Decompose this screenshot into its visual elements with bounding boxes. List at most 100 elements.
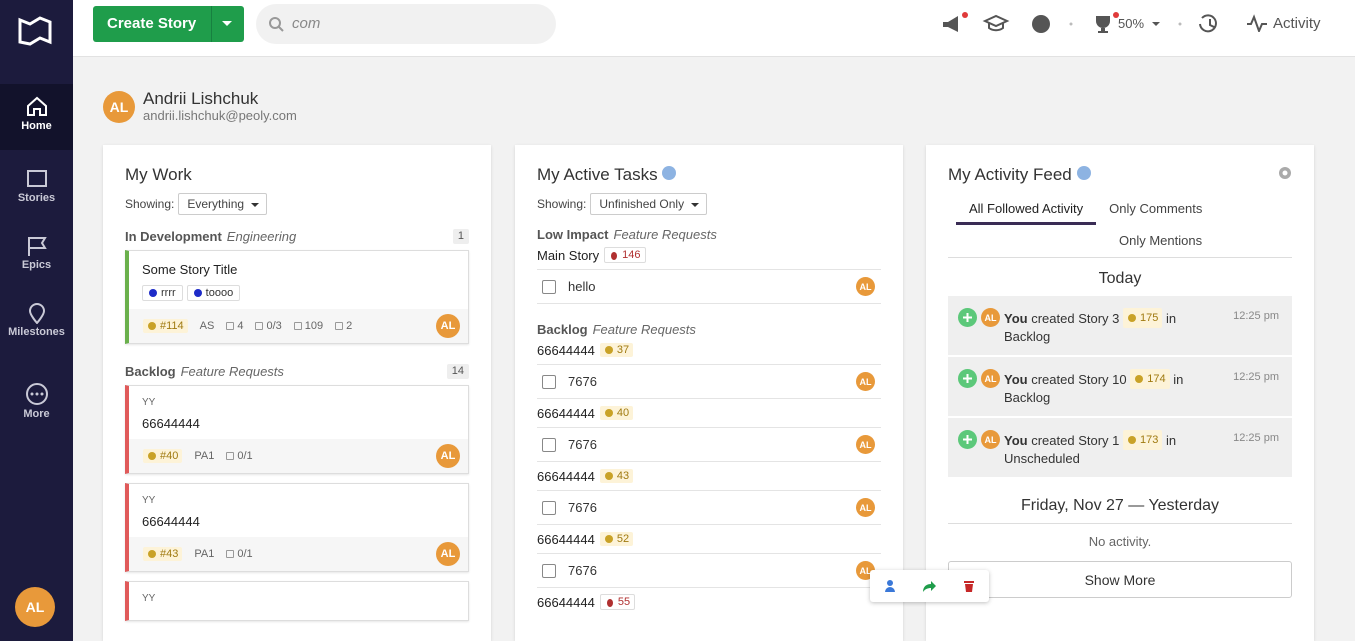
task-checkbox[interactable]: [542, 500, 556, 515]
tab[interactable]: Only Comments: [1109, 201, 1203, 216]
task-checkbox[interactable]: [542, 437, 556, 452]
verb: created: [1031, 311, 1075, 326]
nav-label: Milestones: [8, 326, 65, 338]
story-id: #114: [160, 320, 184, 332]
story-title[interactable]: Main Story: [537, 247, 600, 263]
tasks: 0/1: [226, 548, 253, 560]
tab[interactable]: All Followed Activity: [956, 193, 1097, 225]
nav-home[interactable]: Home: [0, 84, 73, 150]
activity-icon: [1247, 14, 1267, 32]
story-id-badge: 40: [599, 406, 634, 420]
card-body: YY 66644444: [129, 484, 468, 537]
showing-row: Showing: Everything: [125, 193, 469, 215]
help-icon[interactable]: [1032, 15, 1050, 33]
task-avatar: AL: [856, 277, 875, 296]
tab[interactable]: Only Mentions: [1119, 233, 1203, 248]
story-title[interactable]: 66644444: [537, 468, 595, 484]
story-row: Main Story 146: [537, 245, 881, 265]
move-button[interactable]: [921, 578, 937, 594]
profile-avatar: AL: [103, 91, 135, 123]
preposition: in: [1173, 372, 1184, 387]
nav-more[interactable]: More: [0, 372, 73, 438]
entry-text: You created Story 10 174 in Backlog: [1004, 369, 1214, 416]
story-title[interactable]: 66644444: [537, 594, 595, 610]
story-row: 66644444 40: [537, 403, 881, 423]
active-tasks-panel: My Active Tasks Showing: Unfinished Only L…: [515, 145, 903, 641]
group-project: Feature Requests: [613, 227, 717, 242]
nav-epics[interactable]: Epics: [0, 225, 73, 291]
divider: [211, 6, 212, 42]
story-id: 40: [616, 407, 630, 419]
create-story-button[interactable]: Create Story: [93, 6, 244, 42]
links-value: 2: [346, 320, 353, 332]
show-more-button[interactable]: Show More: [948, 561, 1292, 598]
day-separator: —: [1128, 497, 1145, 514]
user-avatar[interactable]: AL: [15, 587, 55, 627]
story-title[interactable]: 66644444: [537, 531, 595, 547]
group-count: 14: [446, 364, 469, 379]
history-icon[interactable]: [1199, 14, 1217, 33]
label-dot: [149, 289, 157, 297]
story-title[interactable]: 66644444: [537, 342, 595, 358]
button-label: Create Story: [107, 15, 197, 32]
task-checkbox[interactable]: [542, 563, 556, 578]
search-box[interactable]: com: [256, 4, 556, 44]
location: Backlog: [1004, 390, 1051, 405]
points-value: 4: [237, 320, 244, 332]
panel-title: My Work: [125, 165, 192, 184]
story-card[interactable]: YY 66644444 #40 PA1 0/1 AL: [125, 385, 469, 474]
story-id: 174: [1147, 373, 1166, 385]
delete-button[interactable]: [961, 578, 977, 594]
card-avatar: AL: [436, 314, 460, 338]
task-avatar: AL: [856, 498, 875, 517]
task-checkbox[interactable]: [542, 374, 556, 389]
group-name: Low Impact: [537, 227, 609, 242]
tasks-icon: [226, 550, 235, 558]
help-icon[interactable]: [1076, 166, 1091, 180]
card-title: Some Story Title: [142, 262, 238, 277]
time: 109: [293, 320, 323, 332]
story-id: 146: [622, 249, 641, 261]
filter-select[interactable]: Everything: [178, 193, 268, 215]
entry-avatar: AL: [981, 369, 1000, 388]
story-card[interactable]: YY 66644444 #43 PA1 0/1 AL: [125, 483, 469, 572]
story-link[interactable]: Story 1: [1078, 433, 1120, 448]
story-id-badge: 37: [599, 343, 634, 357]
dropdown-caret[interactable]: [221, 20, 233, 28]
help-icon[interactable]: [662, 166, 677, 180]
nav-label: Epics: [21, 259, 52, 271]
nav-stories[interactable]: Stories: [0, 158, 73, 224]
story-link[interactable]: Story 3: [1078, 311, 1120, 326]
story-card[interactable]: Some Story Title rrrr toooo #114 AS 4 0/3 109 2 A…: [125, 250, 469, 344]
entry-time: 12:25 pm: [1233, 371, 1279, 383]
task-avatar: AL: [856, 435, 875, 454]
group-header: In Development Engineering 1: [125, 229, 469, 244]
tabs: All Followed Activity Only Comments Only M…: [956, 193, 1256, 257]
story-id-badge: 146: [604, 247, 646, 263]
story-row: 66644444 55: [537, 592, 881, 612]
filter-select[interactable]: Unfinished Only: [590, 193, 708, 215]
label-text: rrrr: [161, 287, 176, 299]
settings-icon[interactable]: [1278, 166, 1292, 183]
learn-icon[interactable]: [982, 14, 1010, 32]
tasks-icon: [255, 322, 264, 330]
task-row: 7676 AL: [537, 364, 881, 399]
story-title[interactable]: 66644444: [537, 405, 595, 421]
assign-button[interactable]: [882, 578, 898, 594]
story-link[interactable]: Story 10: [1078, 372, 1127, 387]
entry-time: 12:25 pm: [1233, 432, 1279, 444]
sidebar: Home Stories Epics Milestones More AL: [0, 0, 73, 641]
profile-email: andrii.lishchuk@peoly.com: [143, 108, 297, 123]
owner: PA1: [194, 450, 215, 462]
task-checkbox[interactable]: [542, 279, 556, 294]
announce-icon[interactable]: [943, 16, 958, 32]
progress-text[interactable]: 50%: [1118, 16, 1145, 31]
activity-entry: AL You created Story 3 175 in Backlog 12:2…: [948, 296, 1292, 355]
activity-link[interactable]: Activity: [1273, 15, 1321, 32]
owner: PA1: [194, 548, 215, 560]
trophy-icon[interactable]: [1096, 16, 1110, 33]
my-work-panel: My Work Showing: Everything In Development E…: [103, 145, 491, 641]
story-card[interactable]: YY: [125, 581, 469, 621]
nav-milestones[interactable]: Milestones: [0, 292, 73, 358]
verb: created: [1031, 372, 1075, 387]
